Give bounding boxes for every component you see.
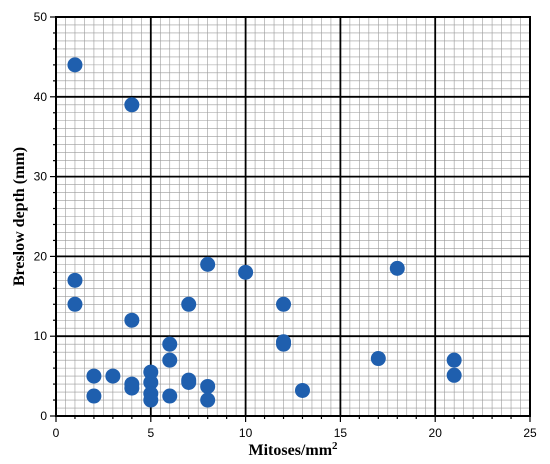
data-point	[181, 296, 197, 312]
data-point	[276, 296, 292, 312]
data-point	[67, 272, 83, 288]
data-point	[124, 380, 140, 396]
y-tick-label: 40	[34, 90, 48, 104]
data-point	[105, 368, 121, 384]
data-point	[238, 264, 254, 280]
data-point	[86, 368, 102, 384]
data-point	[389, 260, 405, 276]
data-point	[124, 97, 140, 113]
x-tick-label: 15	[334, 426, 348, 440]
data-point	[162, 336, 178, 352]
y-axis-title: Breslow depth (mm)	[11, 147, 28, 286]
data-point	[370, 351, 386, 367]
x-axis-title-superscript: 2	[332, 440, 338, 452]
data-point	[143, 392, 159, 408]
y-tick-label: 50	[34, 10, 48, 24]
x-tick-label: 0	[53, 426, 60, 440]
x-tick-label: 20	[429, 426, 443, 440]
data-point	[200, 378, 216, 394]
data-point	[162, 352, 178, 368]
data-point	[124, 312, 140, 328]
data-point	[446, 367, 462, 383]
data-point	[143, 364, 159, 380]
data-point	[446, 352, 462, 368]
y-tick-label: 0	[40, 409, 47, 423]
plot-frame	[55, 16, 531, 417]
data-point	[67, 57, 83, 73]
y-tick-label: 30	[34, 170, 48, 184]
data-point	[200, 392, 216, 408]
data-point	[143, 374, 159, 390]
x-tick-label: 25	[523, 426, 537, 440]
data-point	[162, 388, 178, 404]
data-points	[67, 57, 462, 408]
x-tick-label: 10	[239, 426, 253, 440]
grid-lines	[55, 16, 531, 417]
data-point	[276, 336, 292, 352]
x-axis-title: Mitoses/mm2	[248, 440, 338, 459]
data-point	[294, 382, 310, 398]
tick-labels: 0 5 10 15 20 25 0 10 20 30 40 50	[34, 10, 537, 440]
data-point	[67, 296, 83, 312]
data-point	[181, 374, 197, 390]
y-tick-label: 10	[34, 329, 48, 343]
y-tick-label: 20	[34, 249, 48, 263]
data-point	[200, 256, 216, 272]
x-axis-title-text: Mitoses/mm	[248, 442, 332, 459]
x-tick-label: 5	[147, 426, 154, 440]
data-point	[86, 388, 102, 404]
